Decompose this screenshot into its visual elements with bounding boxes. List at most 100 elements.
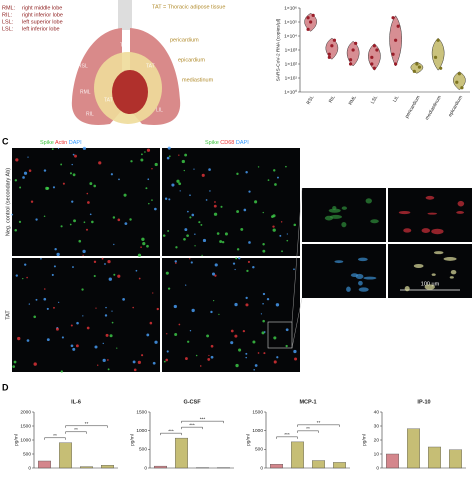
cell-speckle: [180, 190, 181, 191]
cell-speckle: [34, 362, 37, 365]
image: [302, 188, 386, 242]
data-point: [354, 42, 357, 45]
cell-speckle: [203, 239, 206, 242]
y-tick-label: 1×10⁵: [284, 19, 297, 25]
cell-speckle: [245, 297, 247, 299]
cell-speckle: [235, 257, 237, 259]
cell-speckle: [22, 176, 25, 179]
bar: [449, 450, 462, 468]
cell-speckle: [200, 224, 202, 226]
cell-speckle: [58, 148, 59, 149]
data-point: [455, 81, 458, 84]
y-tick-label: 30: [374, 423, 380, 429]
legend-abbr: LSL:: [2, 26, 14, 32]
cell-speckle: [122, 298, 125, 301]
image: [162, 148, 300, 256]
cell-speckle: [86, 229, 88, 231]
data-point: [306, 16, 309, 19]
cell-speckle: [47, 338, 50, 341]
cell-speckle: [14, 229, 17, 232]
cell-speckle: [132, 307, 134, 309]
bar: [59, 443, 72, 468]
cell-speckle: [276, 356, 278, 358]
cell-speckle: [150, 322, 153, 325]
cell-speckle: [167, 157, 170, 160]
cell-speckle: [89, 182, 92, 185]
cell-speckle: [432, 273, 436, 276]
cell-speckle: [450, 276, 454, 279]
cell-speckle: [136, 270, 138, 272]
cell-speckle: [190, 330, 191, 331]
bar: [38, 461, 51, 468]
cell-speckle: [243, 330, 245, 332]
cell-speckle: [113, 274, 115, 276]
image: [302, 244, 386, 298]
y-tick-label: 1500: [252, 409, 263, 415]
significance-label: **: [74, 427, 78, 433]
y-axis-label: SARS-CoV-2 RNA (copies/µl): [275, 18, 281, 81]
cell-speckle: [281, 221, 282, 222]
bar: [386, 454, 399, 468]
cell-speckle: [236, 173, 238, 175]
y-tick-label: 500: [23, 451, 31, 457]
data-point: [391, 53, 394, 56]
cell-speckle: [261, 313, 262, 314]
cell-speckle: [215, 263, 218, 266]
cell-speckle: [262, 250, 265, 253]
cell-speckle: [138, 254, 141, 257]
cell-speckle: [146, 334, 149, 337]
cell-speckle: [399, 211, 411, 214]
cell-speckle: [191, 214, 194, 217]
cell-speckle: [94, 345, 97, 348]
cell-speckle: [168, 198, 170, 200]
legend-abbr: LSL:: [2, 19, 14, 25]
micrographs: Spike Actin DAPI Spike CD68 DAPI Neg. co…: [5, 140, 472, 372]
channel-caption: Spike Actin DAPI: [40, 140, 82, 146]
cell-speckle: [107, 359, 109, 361]
cell-speckle: [56, 253, 59, 256]
cell-speckle: [176, 180, 179, 183]
cell-speckle: [14, 361, 17, 364]
cell-speckle: [207, 358, 210, 361]
cell-speckle: [263, 293, 265, 295]
lobe-label: RIL: [86, 111, 94, 117]
cell-speckle: [246, 270, 248, 272]
cell-speckle: [214, 201, 216, 203]
legend-text: right inferior lobe: [22, 12, 63, 18]
cell-speckle: [118, 179, 120, 181]
cell-speckle: [27, 339, 30, 342]
violin: [432, 38, 444, 70]
cell-speckle: [184, 228, 187, 231]
cell-speckle: [201, 255, 202, 256]
y-axis-label: pg/ml: [245, 434, 251, 446]
cell-speckle: [94, 261, 96, 263]
cell-speckle: [74, 155, 77, 158]
cell-speckle: [456, 211, 464, 214]
cell-speckle: [187, 341, 189, 343]
bar: [270, 464, 283, 468]
cell-speckle: [273, 228, 276, 231]
y-tick-label: 1000: [136, 428, 147, 434]
data-point: [330, 44, 333, 47]
cell-speckle: [184, 170, 185, 171]
cell-speckle: [425, 284, 435, 289]
cell-speckle: [72, 164, 73, 165]
cell-speckle: [54, 248, 56, 250]
cell-speckle: [166, 333, 167, 334]
y-axis-label: pg/ml: [129, 434, 135, 446]
cell-speckle: [87, 327, 90, 330]
cell-speckle: [84, 221, 86, 223]
data-point: [328, 53, 331, 56]
data-point: [370, 62, 373, 65]
significance-label: ***: [189, 422, 195, 428]
cell-speckle: [53, 307, 55, 309]
cell-speckle: [86, 193, 88, 195]
cell-speckle: [370, 219, 379, 223]
cell-speckle: [220, 206, 222, 208]
legend-abbr: RML:: [2, 5, 16, 11]
cell-speckle: [140, 158, 143, 161]
cell-speckle: [206, 199, 208, 201]
channel: DAPI: [69, 140, 82, 146]
cell-speckle: [274, 183, 277, 186]
y-tick-label: 1×10¹: [285, 75, 298, 81]
